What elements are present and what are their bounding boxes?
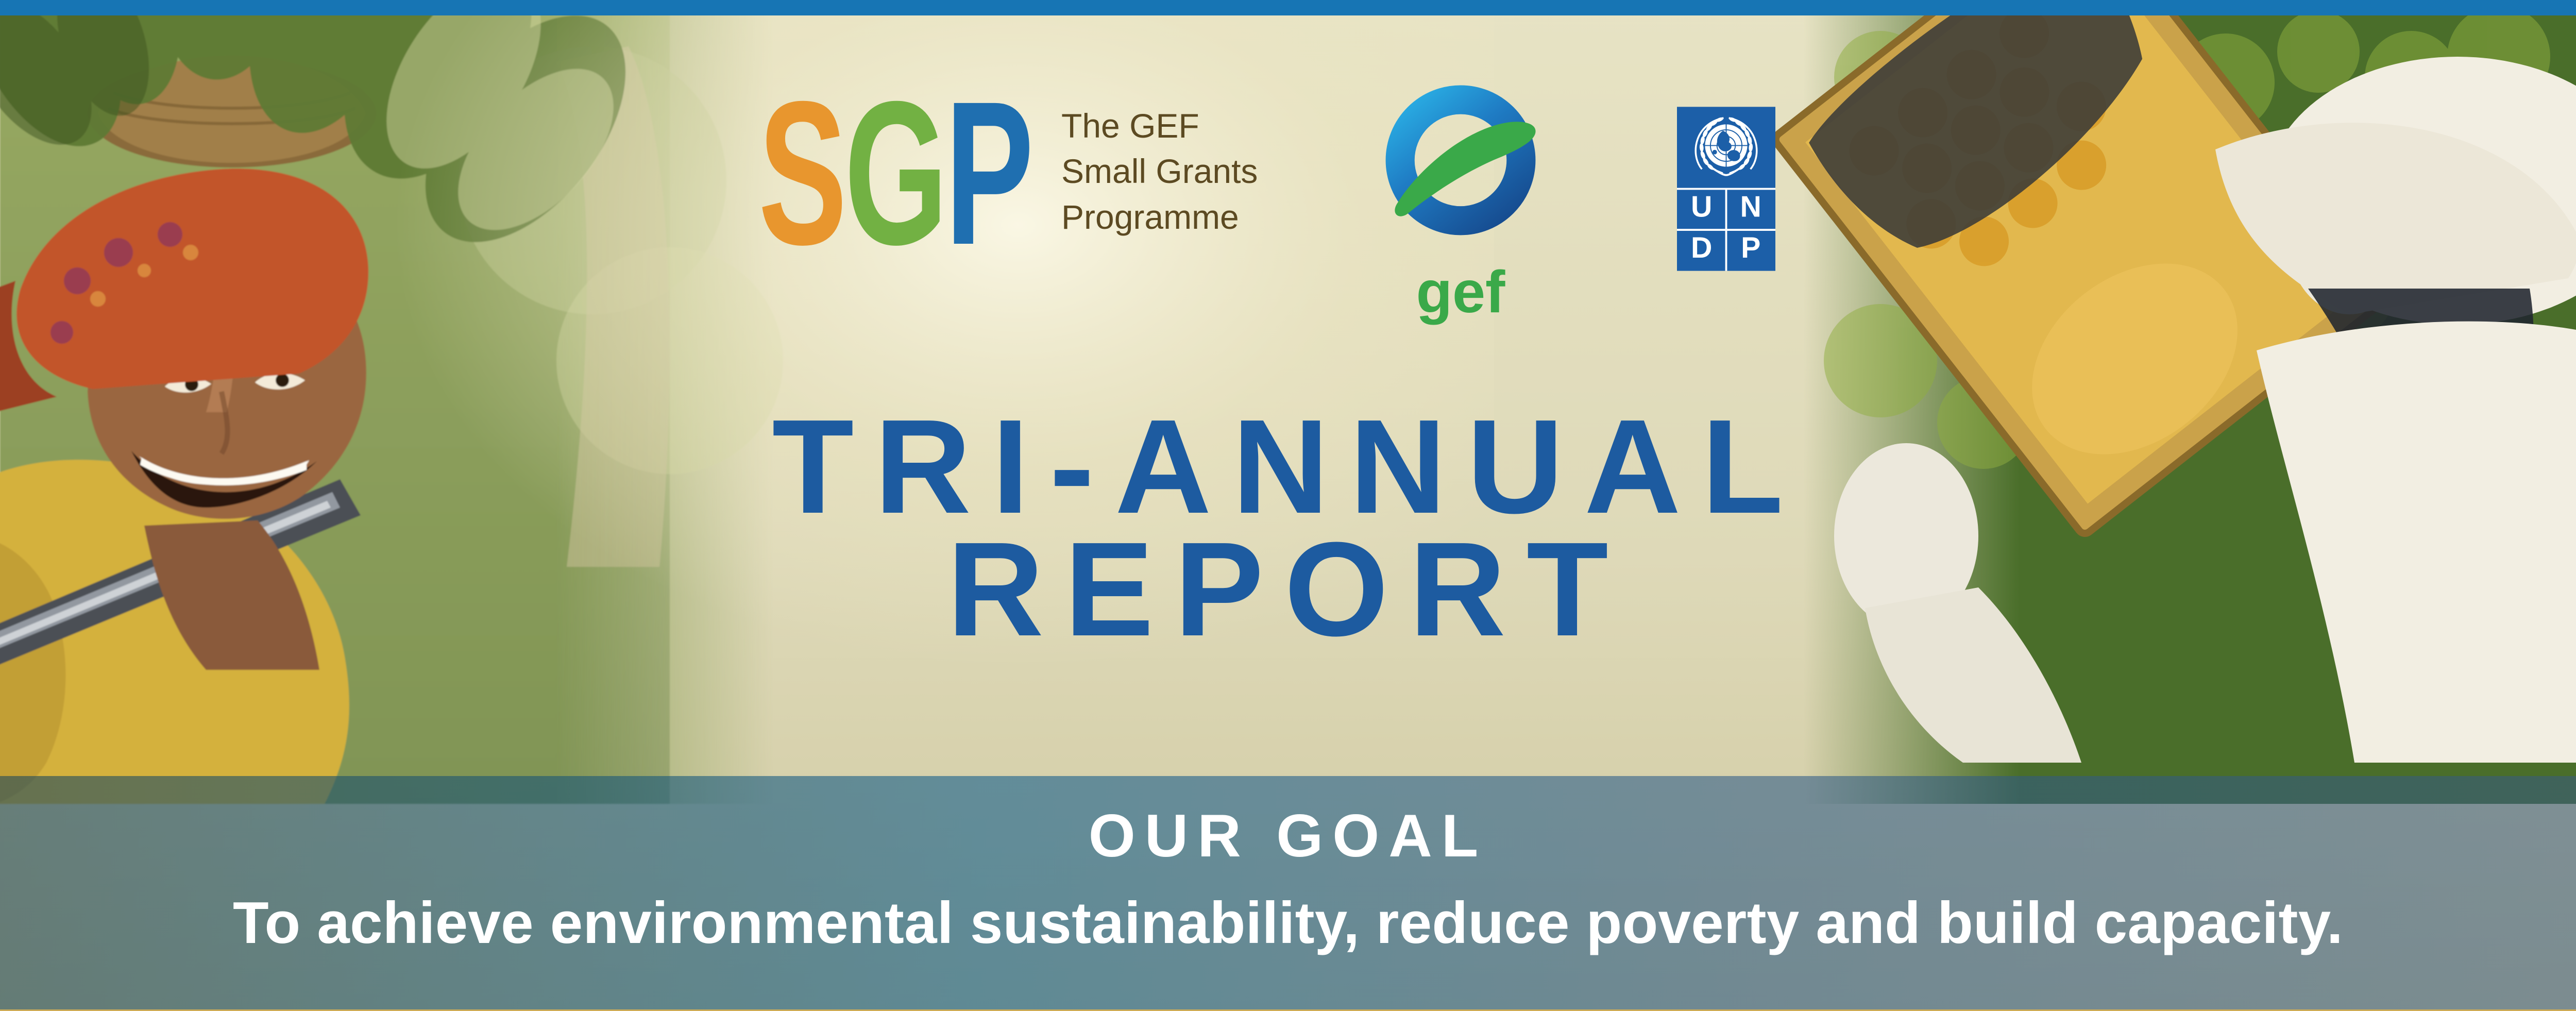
svg-text:N: N — [1740, 191, 1761, 224]
svg-text:gef: gef — [1416, 259, 1505, 325]
svg-text:U: U — [1691, 191, 1712, 224]
svg-text:D: D — [1691, 231, 1712, 264]
svg-text:P: P — [1741, 231, 1760, 264]
